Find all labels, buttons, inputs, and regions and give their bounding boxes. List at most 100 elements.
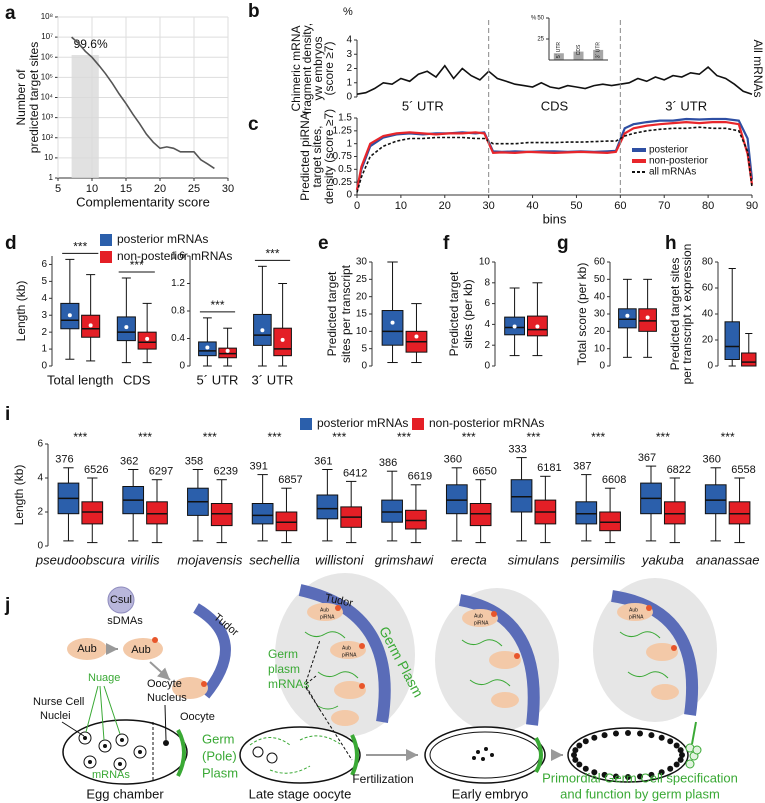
box [510,479,533,513]
nucleus [591,769,598,776]
aub-shape [67,638,107,660]
nucleus [576,761,583,768]
count-label: 361 [314,455,332,467]
y-tick-label: 3 [346,49,352,60]
unit-label: % [343,6,353,18]
blastoderm-embryo [567,727,689,783]
y-axis-label: sites (per kb) [461,279,475,348]
sdma-dot [152,637,158,643]
line [356,64,753,95]
line [71,36,215,170]
pointer [164,704,167,741]
x-tick-label: 5´ UTR [556,42,562,59]
small-pirna: piRNA [320,614,335,620]
y-tick-label: 5 [41,276,47,287]
legend-label: all mRNAs [649,167,696,178]
x-tick-label: mojavensis [177,552,243,567]
small-pirna: piRNA [342,652,357,658]
mrnas-label: mRNAs [92,769,130,781]
count-label: 360 [703,454,721,466]
y-tick-label: 10⁷ [41,32,53,41]
y-tick-label: 20 [594,326,606,337]
line [355,120,754,191]
sdma-dot [201,681,207,687]
significance: *** [73,240,87,254]
y-tick-label: 40 [594,291,606,302]
panel-label: h [665,233,677,254]
y-tick-label: 0 [599,361,605,372]
x-tick-label: 3´ UTR [595,42,601,59]
significance: *** [203,430,217,444]
y-tick-label: 1 [41,344,47,355]
mrna-flow [249,735,341,774]
unit-label: % [531,16,537,22]
panel-label: c [248,114,259,135]
pointer [305,639,353,761]
nucleus [591,734,598,741]
small-aub: Aub [629,607,638,613]
box [445,484,468,515]
box [469,503,492,527]
y-axis-label: Predicted target [325,271,339,356]
aub-shape [123,638,163,660]
box [273,327,292,357]
y-tick-label: 1.25 [333,125,353,136]
y-axis-label: fragment density, [300,23,314,114]
significance: *** [591,430,605,444]
y-tick-label: 2 [484,340,490,351]
legend-swatch [100,234,112,246]
box [663,501,686,525]
significance: *** [73,430,87,444]
panel-label: b [248,1,260,22]
y-axis-label: Total score (per kb) [575,263,589,366]
bar [553,53,564,60]
x-axis-label: bins [543,211,567,226]
x-tick-label: 5 [55,183,61,195]
y-tick-label: 0.4 [171,333,185,344]
y-tick-label: 0.5 [338,164,352,175]
significance: *** [397,430,411,444]
early-embryo [424,726,546,784]
count-label: 6297 [149,466,173,478]
y-tick-label: 0 [346,190,352,201]
nucleus [679,752,685,758]
y-tick-label: 30 [594,309,606,320]
small-pirna: piRNA [474,620,489,626]
fertilization-label: Fertilization [352,772,413,786]
count-label: 6526 [84,464,108,476]
y-tick-label: 10⁵ [41,72,53,81]
count-label: 367 [638,452,656,464]
y-tick-label: 3 [41,310,47,321]
x-tick-label: 5´ UTR [197,372,239,387]
significance: *** [130,258,144,272]
y-tick-label: 0 [707,361,713,372]
x-tick-label: erecta [451,552,487,567]
box [381,310,404,346]
diagram: j Csul sDMAs Aub Aub Tudor Tudor Germ Pl… [4,573,738,801]
y-tick-label: 0 [361,361,367,372]
nucleus [582,738,589,745]
significance: *** [721,430,735,444]
y-tick-label: 10⁴ [41,93,54,102]
x-tick-label: ananassae [696,552,760,567]
pointer [691,721,697,745]
nurse-cell-label: Nurse Cell [33,696,84,708]
significance: *** [265,246,279,260]
mean [145,336,150,341]
y-tick-label: 10 [479,257,491,268]
panel-label: f [443,233,450,254]
x-tick-label: 15 [120,183,132,195]
significance: *** [526,430,540,444]
box [81,501,104,525]
y-tick-label: 80 [702,257,714,268]
nuage-label: Nuage [88,672,120,684]
mean [390,320,395,325]
count-label: 376 [55,454,73,466]
box [704,484,727,515]
panel-label: a [5,3,16,24]
count-label: 6558 [731,464,755,476]
nucleus [637,773,644,780]
